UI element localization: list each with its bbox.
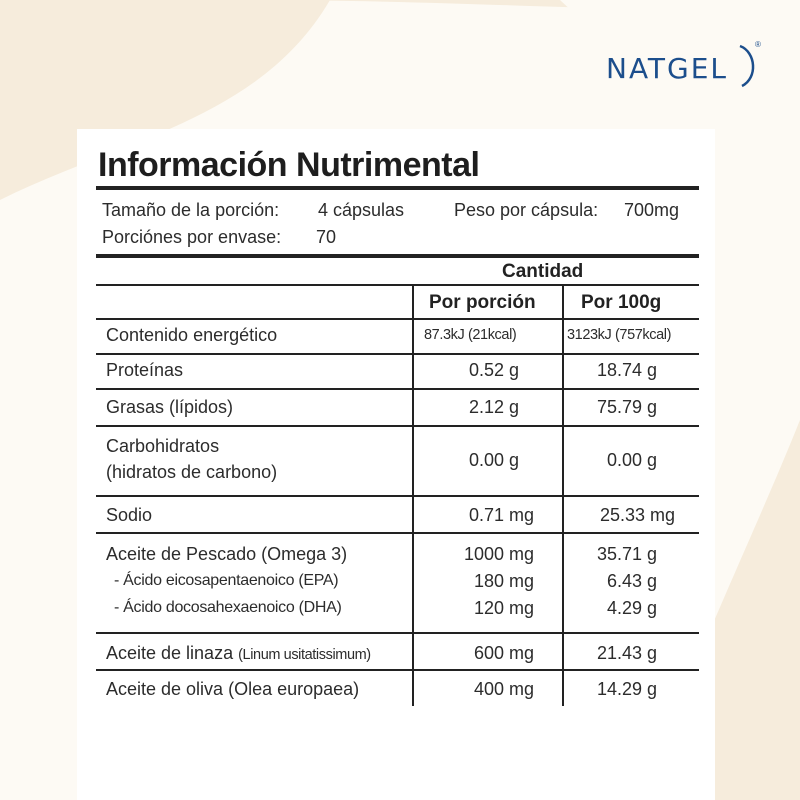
row-line bbox=[96, 532, 699, 534]
row-linseed-per-100g: 21.43 g bbox=[596, 643, 657, 663]
row-line bbox=[96, 495, 699, 497]
natgel-logo: NATGEL bbox=[606, 52, 728, 85]
table-top-divider bbox=[96, 254, 699, 258]
capsule-weight-value: 700mg bbox=[624, 200, 680, 220]
row-olive-label: Aceite de oliva (Olea europaea) bbox=[106, 679, 360, 699]
row-carbs-label-line1: Carbohidratos bbox=[106, 436, 220, 456]
registered-mark: ® bbox=[755, 40, 761, 49]
header-per-serving: Por porción bbox=[429, 292, 536, 313]
row-line bbox=[96, 318, 699, 320]
row-olive-per-serving: 400 mg bbox=[473, 679, 534, 699]
row-sodium-label: Sodio bbox=[106, 505, 153, 525]
row-line bbox=[96, 632, 699, 634]
row-epa-per-100g: 6.43 g bbox=[606, 571, 657, 591]
servings-per-container-label: Porciónes por envase: bbox=[102, 227, 282, 247]
row-fat-label: Grasas (lípidos) bbox=[106, 397, 234, 417]
row-fat-per-serving: 2.12 g bbox=[468, 397, 519, 417]
servings-per-container-value: 70 bbox=[316, 227, 337, 247]
row-protein-per-100g: 18.74 g bbox=[596, 360, 657, 380]
row-line bbox=[96, 388, 699, 390]
row-line bbox=[96, 669, 699, 671]
row-protein-label: Proteínas bbox=[106, 360, 184, 380]
row-fish-oil-label: Aceite de Pescado (Omega 3) bbox=[106, 544, 348, 564]
row-carbs-label-line2: (hidratos de carbono) bbox=[106, 462, 278, 482]
row-carbs-per-serving: 0.00 g bbox=[468, 450, 519, 470]
header-per-100g: Por 100g bbox=[581, 292, 662, 313]
row-line bbox=[96, 284, 699, 286]
row-energy-per-100g: 3123kJ (757kcal) bbox=[567, 327, 672, 343]
row-linseed-scientific: (Linum usitatissimum) bbox=[238, 647, 371, 663]
row-line bbox=[96, 425, 699, 427]
row-linseed-per-serving: 600 mg bbox=[473, 643, 534, 663]
title-divider bbox=[96, 186, 699, 190]
nutrition-card bbox=[77, 129, 715, 800]
page-title: Información Nutrimental bbox=[98, 146, 480, 184]
row-epa-label: - Ácido eicosapentaenoico (EPA) bbox=[114, 572, 339, 589]
row-dha-per-100g: 4.29 g bbox=[606, 598, 657, 618]
row-olive-per-100g: 14.29 g bbox=[596, 679, 657, 699]
row-fish-oil-per-100g: 35.71 g bbox=[596, 544, 657, 564]
header-cantidad: Cantidad bbox=[502, 261, 584, 282]
row-linseed-name: Aceite de linaza bbox=[106, 643, 234, 663]
row-dha-label: - Ácido docosahexaenoico (DHA) bbox=[114, 599, 342, 616]
row-carbs-per-100g: 0.00 g bbox=[606, 450, 657, 470]
row-linseed-label: Aceite de linaza (Linum usitatissimum) bbox=[106, 643, 371, 664]
row-sodium-per-serving: 0.71 mg bbox=[468, 505, 534, 525]
row-protein-per-serving: 0.52 g bbox=[468, 360, 519, 380]
logo-swoosh-icon bbox=[739, 44, 755, 88]
capsule-weight-label: Peso por cápsula: bbox=[454, 200, 599, 220]
row-energy-label: Contenido energético bbox=[106, 325, 278, 345]
row-line bbox=[96, 353, 699, 355]
row-energy-per-serving: 87.3kJ (21kcal) bbox=[424, 327, 517, 343]
serving-size-value: 4 cápsulas bbox=[318, 200, 405, 220]
row-sodium-per-100g: 25.33 mg bbox=[599, 505, 675, 525]
row-epa-per-serving: 180 mg bbox=[473, 571, 534, 591]
row-fish-oil-per-serving: 1000 mg bbox=[463, 544, 534, 564]
row-dha-per-serving: 120 mg bbox=[473, 598, 534, 618]
serving-size-label: Tamaño de la porción: bbox=[102, 200, 280, 220]
logo-text: NATGEL bbox=[606, 52, 729, 85]
row-fat-per-100g: 75.79 g bbox=[596, 397, 657, 417]
